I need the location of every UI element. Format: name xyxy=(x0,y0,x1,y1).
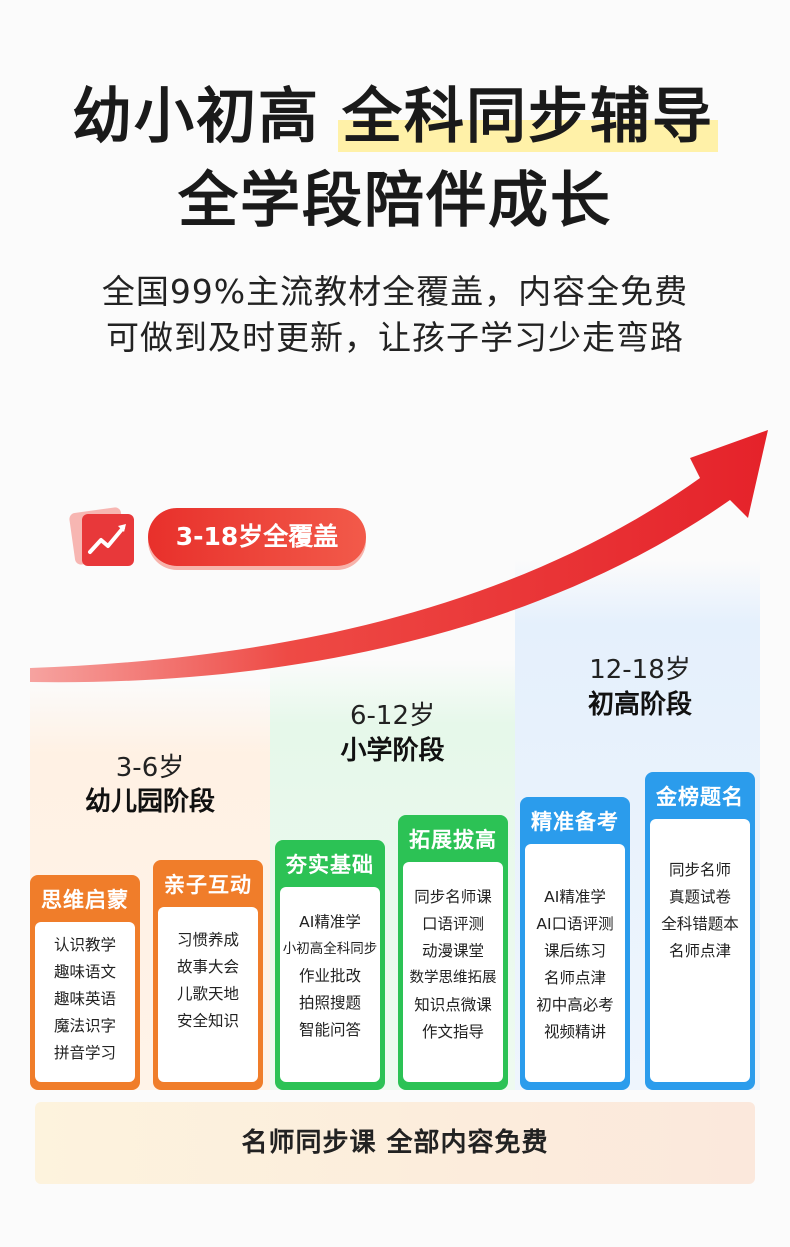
list-item: 名师点津 xyxy=(543,969,606,987)
growth-chart-icon xyxy=(69,507,134,566)
card-top-ranking: 金榜题名 同步名师 真题试卷 全科错题本 名师点津 xyxy=(645,772,755,1090)
list-item: 认识教学 xyxy=(53,936,116,954)
card-body: 同步名师 真题试卷 全科错题本 名师点津 xyxy=(650,819,750,1082)
subtitle-line-1: 全国99%主流教材全覆盖，内容全免费 xyxy=(101,272,689,311)
card-advanced-extension: 拓展拔高 同步名师课 口语评测 动漫课堂 数学思维拓展 知识点微课 作文指导 xyxy=(398,815,508,1090)
list-item: 同步名师课 xyxy=(414,888,492,906)
list-item: 习惯养成 xyxy=(176,931,239,949)
list-item: 趣味英语 xyxy=(53,990,116,1008)
stage-age-secondary: 12-18岁 xyxy=(589,655,691,685)
card-body: AI精准学 小初高全科同步 作业批改 拍照搜题 智能问答 xyxy=(280,887,380,1082)
list-item: 趣味语文 xyxy=(53,963,116,981)
card-body: AI精准学 AI口语评测 课后练习 名师点津 初中高必考 视频精讲 xyxy=(525,844,625,1082)
card-title: 夯实基础 xyxy=(286,853,374,877)
list-item: 魔法识字 xyxy=(53,1017,116,1035)
card-title: 拓展拔高 xyxy=(409,828,497,852)
growth-arrow-icon xyxy=(30,430,768,683)
list-item: 数学思维拓展 xyxy=(409,970,497,986)
stage-age-primary: 6-12岁 xyxy=(349,701,435,731)
card-body: 同步名师课 口语评测 动漫课堂 数学思维拓展 知识点微课 作文指导 xyxy=(403,862,503,1082)
age-coverage-badge: 3-18岁全覆盖 xyxy=(148,508,366,566)
card-title: 金榜题名 xyxy=(656,785,744,809)
headline-plain: 幼小初高 xyxy=(72,82,320,152)
headline-highlight: 全科同步辅导 xyxy=(338,82,718,152)
card-title: 思维启蒙 xyxy=(41,888,129,912)
card-title: 精准备考 xyxy=(531,810,619,834)
headline-line-2: 全学段陪伴成长 xyxy=(178,166,612,236)
card-thinking-enlightenment: 思维启蒙 认识教学 趣味语文 趣味英语 魔法识字 拼音学习 xyxy=(30,875,140,1090)
card-parent-child-interaction: 亲子互动 习惯养成 故事大会 儿歌天地 安全知识 xyxy=(153,860,263,1090)
list-item: 作业批改 xyxy=(298,967,361,985)
list-item: AI精准学 xyxy=(544,888,606,906)
list-item: AI口语评测 xyxy=(536,915,614,933)
banner-label: 名师同步课 全部内容免费 xyxy=(241,1128,549,1158)
card-body: 认识教学 趣味语文 趣味英语 魔法识字 拼音学习 xyxy=(35,922,135,1082)
card-solid-foundation: 夯实基础 AI精准学 小初高全科同步 作业批改 拍照搜题 智能问答 xyxy=(275,840,385,1090)
list-item: 知识点微课 xyxy=(414,996,492,1014)
card-title: 亲子互动 xyxy=(164,873,252,897)
list-item: 初中高必考 xyxy=(536,996,614,1014)
list-item: 智能问答 xyxy=(298,1021,361,1039)
list-item: 安全知识 xyxy=(176,1012,239,1030)
list-item: 拍照搜题 xyxy=(298,994,361,1012)
list-item: 小初高全科同步 xyxy=(282,941,378,957)
stage-name-primary: 小学阶段 xyxy=(340,736,445,766)
list-item: 名师点津 xyxy=(668,942,731,960)
card-body: 习惯养成 故事大会 儿歌天地 安全知识 xyxy=(158,907,258,1082)
list-item: 口语评测 xyxy=(421,915,484,933)
subtitle-line-2: 可做到及时更新，让孩子学习少走弯路 xyxy=(106,318,684,357)
list-item: 故事大会 xyxy=(176,958,239,976)
stage-name-kindergarten: 幼儿园阶段 xyxy=(84,787,215,817)
headline-line-1: 幼小初高 全科同步辅导 xyxy=(0,82,790,152)
stage-age-kindergarten: 3-6岁 xyxy=(115,753,185,783)
list-item: 课后练习 xyxy=(543,942,606,960)
list-item: 同步名师 xyxy=(668,861,731,879)
list-item: 作文指导 xyxy=(421,1023,484,1041)
card-precise-exam-prep: 精准备考 AI精准学 AI口语评测 课后练习 名师点津 初中高必考 视频精讲 xyxy=(520,797,630,1090)
list-item: AI精准学 xyxy=(299,913,361,931)
list-item: 全科错题本 xyxy=(661,915,739,933)
list-item: 儿歌天地 xyxy=(176,985,239,1003)
stage-name-secondary: 初高阶段 xyxy=(587,690,692,720)
list-item: 拼音学习 xyxy=(53,1044,116,1062)
list-item: 视频精讲 xyxy=(543,1023,606,1041)
list-item: 动漫课堂 xyxy=(421,942,484,960)
list-item: 真题试卷 xyxy=(668,888,731,906)
free-content-banner: 名师同步课 全部内容免费 xyxy=(35,1102,755,1184)
